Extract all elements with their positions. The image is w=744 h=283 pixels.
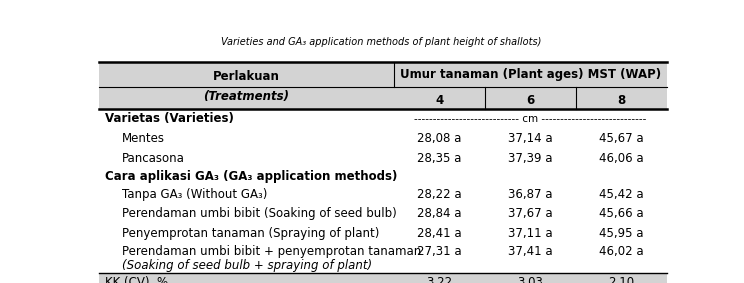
- Text: 27,31 a: 27,31 a: [417, 245, 462, 258]
- Text: Penyemprotan tanaman (Spraying of plant): Penyemprotan tanaman (Spraying of plant): [122, 227, 379, 240]
- Text: 45,67 a: 45,67 a: [599, 132, 644, 145]
- Text: 45,66 a: 45,66 a: [599, 207, 644, 220]
- Text: 46,06 a: 46,06 a: [599, 152, 644, 165]
- Text: 28,41 a: 28,41 a: [417, 227, 462, 240]
- Text: 46,02 a: 46,02 a: [599, 245, 644, 258]
- Text: Perendaman umbi bibit + penyemprotan tanaman: Perendaman umbi bibit + penyemprotan tan…: [122, 245, 421, 258]
- Text: 2,10: 2,10: [608, 276, 635, 283]
- Text: 28,35 a: 28,35 a: [417, 152, 462, 165]
- Text: Tanpa GA₃ (Without GA₃): Tanpa GA₃ (Without GA₃): [122, 188, 267, 201]
- Bar: [99, 273, 667, 283]
- Text: 37,39 a: 37,39 a: [508, 152, 553, 165]
- Text: KK (CV), %: KK (CV), %: [104, 276, 167, 283]
- Text: 37,11 a: 37,11 a: [508, 227, 553, 240]
- Text: (Soaking of seed bulb + spraying of plant): (Soaking of seed bulb + spraying of plan…: [122, 259, 372, 272]
- Text: Perendaman umbi bibit (Soaking of seed bulb): Perendaman umbi bibit (Soaking of seed b…: [122, 207, 397, 220]
- Text: Umur tanaman (Plant ages) MST (WAP): Umur tanaman (Plant ages) MST (WAP): [400, 68, 661, 81]
- Text: 28,22 a: 28,22 a: [417, 188, 462, 201]
- Text: 6: 6: [526, 94, 534, 107]
- Text: 45,95 a: 45,95 a: [599, 227, 644, 240]
- Text: 37,41 a: 37,41 a: [508, 245, 553, 258]
- Text: 3,03: 3,03: [518, 276, 543, 283]
- Text: ---------------------------- cm ----------------------------: ---------------------------- cm --------…: [414, 114, 647, 124]
- Text: 28,84 a: 28,84 a: [417, 207, 462, 220]
- Text: 3,22: 3,22: [426, 276, 452, 283]
- Text: 36,87 a: 36,87 a: [508, 188, 553, 201]
- Text: Pancasona: Pancasona: [122, 152, 185, 165]
- Text: 45,42 a: 45,42 a: [599, 188, 644, 201]
- Bar: [99, 62, 667, 109]
- Text: Varietas (Varieties): Varietas (Varieties): [104, 112, 234, 125]
- Text: Cara aplikasi GA₃ (GA₃ application methods): Cara aplikasi GA₃ (GA₃ application metho…: [104, 170, 397, 183]
- Text: Varieties and GA₃ application methods of plant height of shallots): Varieties and GA₃ application methods of…: [221, 37, 542, 47]
- Text: 28,08 a: 28,08 a: [417, 132, 462, 145]
- Text: (Treatments): (Treatments): [203, 89, 289, 102]
- Text: 4: 4: [435, 94, 443, 107]
- Text: 37,14 a: 37,14 a: [508, 132, 553, 145]
- Text: Perlakuan: Perlakuan: [213, 70, 280, 83]
- Text: 8: 8: [618, 94, 626, 107]
- Text: 37,67 a: 37,67 a: [508, 207, 553, 220]
- Text: Mentes: Mentes: [122, 132, 165, 145]
